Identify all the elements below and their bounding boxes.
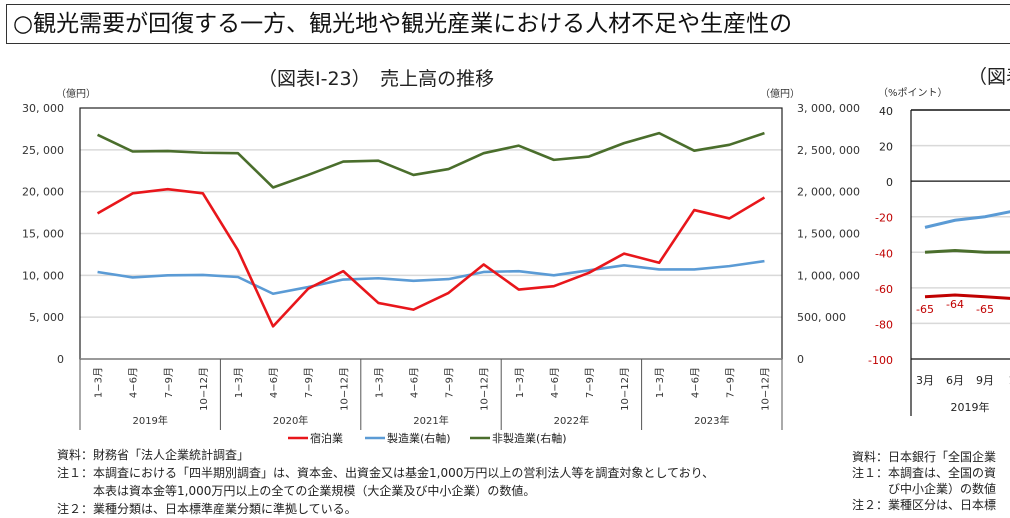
- year-label: 2023年: [694, 414, 729, 427]
- y-tick-label: 20: [879, 141, 893, 154]
- x-tick-label: 10−12月: [619, 367, 631, 411]
- y-right-unit: （億円）: [760, 87, 800, 100]
- x-tick-label: 1: [1009, 374, 1010, 387]
- series-line-1: [924, 249, 1010, 254]
- y-tick-label: 40: [879, 105, 893, 118]
- note2-1: 注１：本調査は、全国の資: [852, 466, 997, 480]
- series-line-0: [924, 210, 1010, 229]
- y-right-tick-label: 2, 000, 000: [797, 186, 860, 199]
- x-tick-label: 10−12月: [338, 367, 350, 411]
- year-label: 2021年: [413, 414, 448, 427]
- year-label: 2020年: [273, 414, 308, 427]
- note2-1-cont: び中小企業）の数値: [852, 482, 997, 496]
- x-tick-label: 4−6月: [128, 367, 140, 398]
- x-tick-label: 1−3月: [373, 367, 385, 398]
- y-tick-label: -60: [875, 283, 893, 296]
- legend-label: 宿泊業: [310, 431, 343, 445]
- y-left-tick-label: 25, 000: [22, 144, 64, 157]
- y-right-tick-label: 2, 500, 000: [797, 144, 860, 157]
- year-label: 2019年: [132, 414, 167, 427]
- y-right-tick-label: 3, 000, 000: [797, 102, 860, 115]
- note-2: 注２：業種分類は、日本標準産業分類に準拠している。: [57, 502, 357, 516]
- y-left-tick-label: 15, 000: [22, 228, 64, 241]
- y-left-unit: （億円）: [56, 87, 96, 100]
- note-source: 資料：財務省「法人企業統計調査」: [57, 448, 250, 462]
- legend-label: 製造業(右軸): [387, 431, 451, 445]
- y-tick-label: -100: [868, 354, 893, 367]
- note2-source: 資料：日本銀行「全国企業: [852, 450, 997, 464]
- series-line-2: [924, 293, 1010, 300]
- series-line-0: [96, 187, 766, 328]
- x-tick-label: 4−6月: [268, 367, 280, 398]
- headline: ○観光需要が回復する一方、観光地や観光産業における人材不足や生産性の: [6, 4, 1010, 44]
- note-1-cont: 本表は資本金等1,000万円以上の全ての企業規模（大企業及び中小企業）の数値。: [57, 484, 536, 498]
- x-tick-label: 7−9月: [724, 367, 736, 398]
- legend-label: 非製造業(右軸): [492, 431, 567, 445]
- data-label: -64: [946, 298, 964, 311]
- x-tick-label: 4−6月: [689, 367, 701, 398]
- y-right-tick-label: 500, 000: [797, 311, 846, 324]
- y-left-tick-label: 30, 000: [22, 102, 64, 115]
- y-left-tick-label: 5, 000: [29, 311, 64, 324]
- series-line-1: [97, 259, 765, 296]
- x-tick-label: 7−9月: [163, 367, 175, 398]
- x-tick-label: 10−12月: [479, 367, 491, 411]
- y-left-tick-label: 20, 000: [22, 186, 64, 199]
- chart-title: （図表Ⅰ-23） 売上高の推移: [258, 68, 495, 90]
- data-label: -65: [976, 303, 994, 316]
- y-right-tick-label: 1, 500, 000: [797, 228, 860, 241]
- y-left-tick-label: 10, 000: [22, 269, 64, 282]
- y-tick-label: 0: [886, 176, 893, 189]
- y-right-tick-label: 0: [797, 353, 804, 366]
- year-label: 2022年: [554, 414, 589, 427]
- x-tick-label: 10−12月: [759, 367, 771, 411]
- x-tick-label: 6月: [946, 374, 964, 387]
- y-tick-label: -40: [875, 247, 893, 260]
- data-label: -65: [916, 303, 934, 316]
- x-tick-label: 4−6月: [549, 367, 561, 398]
- x-tick-label: 9月: [976, 374, 994, 387]
- y-tick-label: -80: [875, 318, 893, 331]
- series-line-2: [96, 131, 765, 189]
- x-tick-label: 10−12月: [198, 367, 210, 411]
- note2-2: 注２：業種区分は、日本標: [852, 498, 997, 512]
- y-left-tick-label: 0: [57, 353, 64, 366]
- note-1: 注１：本調査における「四半期別調査」は、資本金、出資金又は基金1,000万円以上…: [57, 466, 715, 480]
- x-tick-label: 7−9月: [584, 367, 596, 398]
- year-label: 2019年: [951, 400, 990, 414]
- x-tick-label: 7−9月: [303, 367, 315, 398]
- y-tick-label: -20: [875, 212, 893, 225]
- x-tick-label: 1−3月: [93, 367, 105, 398]
- x-tick-label: 3月: [916, 374, 934, 387]
- x-tick-label: 1−3月: [654, 367, 666, 398]
- x-tick-label: 4−6月: [408, 367, 420, 398]
- y-unit: （%ポイント）: [878, 87, 948, 99]
- x-tick-label: 1−3月: [233, 367, 245, 398]
- y-right-tick-label: 1, 000, 000: [797, 269, 860, 282]
- x-tick-label: 7−9月: [444, 367, 456, 398]
- x-tick-label: 1−3月: [514, 367, 526, 398]
- chart2-title: （図表: [968, 66, 1010, 88]
